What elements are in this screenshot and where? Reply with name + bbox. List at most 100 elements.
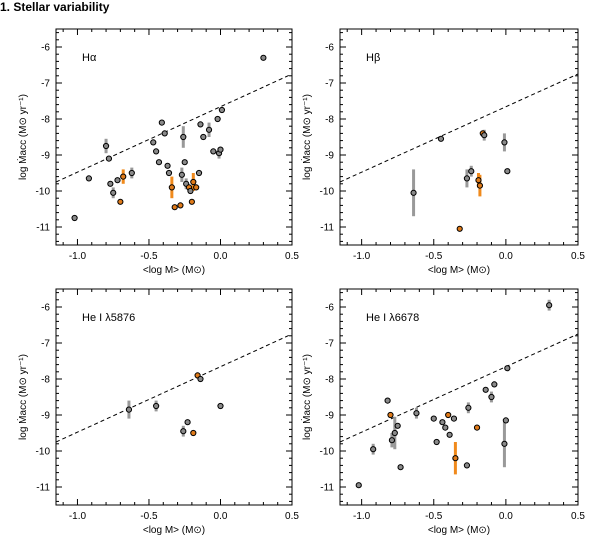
y-tick-label: -9	[325, 151, 334, 162]
data-point	[188, 198, 195, 205]
data-point	[158, 119, 165, 126]
y-tick-label: -10	[36, 187, 51, 198]
x-tick-label: -1.0	[69, 511, 87, 522]
x-tick-label: 0.5	[571, 251, 585, 262]
panel-title: Hα	[82, 52, 97, 64]
panel-title: Hβ	[366, 52, 380, 64]
data-point	[178, 171, 185, 178]
data-point	[488, 393, 495, 401]
y-tick-label: -9	[41, 411, 50, 422]
x-tick-label: -1.0	[69, 251, 87, 262]
data-point	[153, 402, 160, 410]
data-point	[433, 438, 440, 446]
y-axis-label: log Ṁacc (M⊙ yr⁻¹)	[16, 354, 29, 440]
y-tick-label: -8	[325, 375, 334, 386]
data-point	[388, 437, 396, 444]
data-point	[85, 175, 92, 182]
data-point	[190, 429, 197, 437]
data-point	[473, 424, 481, 431]
data-point	[161, 130, 168, 137]
data-point	[205, 126, 213, 133]
data-point	[463, 175, 471, 182]
y-tick-label: -11	[36, 483, 50, 494]
y-tick-label: -7	[325, 79, 334, 90]
fit-line	[340, 333, 578, 443]
data-point	[501, 440, 508, 447]
data-point	[200, 133, 207, 141]
y-tick-label: -8	[325, 115, 334, 126]
data-point	[187, 187, 194, 195]
x-axis-label: <log M> (M⊙)	[143, 525, 205, 535]
data-point	[110, 189, 117, 196]
section-title: 1. Stellar variability	[0, 0, 110, 14]
y-tick-label: -6	[41, 43, 50, 54]
data-point	[180, 428, 187, 435]
x-tick-label: -1.0	[353, 251, 371, 262]
panel-hei-5876: -1.0 -0.5 0.0 0.5 -11 -10 -9 -8 -7 -6 <log M> (M⊙)…	[16, 288, 299, 535]
data-point	[190, 178, 197, 186]
y-axis-label: log Ṁacc (M⊙ yr⁻¹)	[300, 94, 313, 180]
panel-title: He I λ6678	[366, 312, 419, 324]
data-point	[442, 424, 449, 431]
x-axis-label: <log M> (M⊙)	[143, 265, 205, 276]
data-point	[180, 133, 187, 141]
data-point	[195, 169, 203, 177]
data-point	[105, 155, 113, 162]
y-tick-label: -11	[36, 223, 50, 234]
data-point	[197, 375, 204, 383]
y-axis-label: log Ṁacc (M⊙ yr⁻¹)	[300, 354, 313, 440]
y-tick-label: -10	[36, 447, 51, 458]
y-tick-label: -8	[41, 115, 50, 126]
panel-title: He I λ5876	[82, 312, 135, 324]
data-point	[171, 204, 178, 211]
data-point	[445, 411, 452, 419]
panel-hei-6678: -1.0 -0.5 0.0 0.5 -11 -10 -9 -8 -7 -6 <log M> (M⊙)…	[300, 288, 585, 535]
x-tick-label: 0.5	[571, 511, 585, 522]
data-point	[370, 446, 377, 453]
data-point	[456, 225, 463, 232]
y-tick-label: -11	[320, 483, 334, 494]
panel-h-beta: -1.0 -0.5 0.0 0.5 -11 -10 -9 -8 -7 -6 <log M> (M⊙)…	[300, 28, 585, 276]
y-tick-label: -6	[325, 303, 334, 314]
data-point	[150, 139, 157, 146]
data-point	[114, 177, 121, 184]
y-tick-label: -8	[41, 375, 50, 386]
data-point	[217, 146, 224, 153]
y-tick-label: -7	[41, 339, 50, 350]
data-point	[502, 417, 509, 424]
x-tick-label: -0.5	[425, 511, 443, 522]
x-tick-label: 0.0	[499, 251, 513, 262]
fit-line	[56, 73, 292, 183]
data-point	[413, 410, 420, 417]
data-point	[437, 135, 445, 142]
data-point	[181, 159, 188, 166]
y-tick-label: -9	[41, 151, 50, 162]
panel-h-alpha: -1.0 -0.5 0.0 0.5 -11 -10 -9 -8 -7 -6 <log M> (M⊙)…	[16, 28, 299, 276]
data-point	[504, 168, 511, 175]
x-tick-label: -0.5	[140, 251, 158, 262]
y-tick-label: -11	[320, 223, 334, 234]
data-point	[71, 214, 78, 222]
data-point	[107, 180, 114, 187]
data-point	[387, 411, 394, 419]
x-tick-label: -0.5	[425, 251, 443, 262]
data-point	[476, 182, 484, 189]
data-point	[482, 386, 489, 393]
data-point	[210, 148, 217, 155]
data-point	[501, 139, 508, 146]
y-tick-label: -7	[41, 79, 50, 90]
x-tick-label: 0.0	[499, 511, 513, 522]
data-point	[164, 162, 171, 169]
x-tick-label: 0.5	[285, 511, 299, 522]
data-point	[446, 431, 453, 438]
x-tick-label: 0.0	[214, 511, 228, 522]
data-point	[465, 404, 472, 411]
x-axis-label: <log M> (M⊙)	[428, 525, 490, 535]
x-axis-label: <log M> (M⊙)	[428, 265, 490, 276]
data-point	[450, 415, 458, 422]
data-point	[468, 168, 475, 175]
data-point	[193, 184, 200, 191]
data-point	[430, 415, 437, 422]
data-point	[397, 464, 404, 471]
data-point	[184, 419, 191, 426]
